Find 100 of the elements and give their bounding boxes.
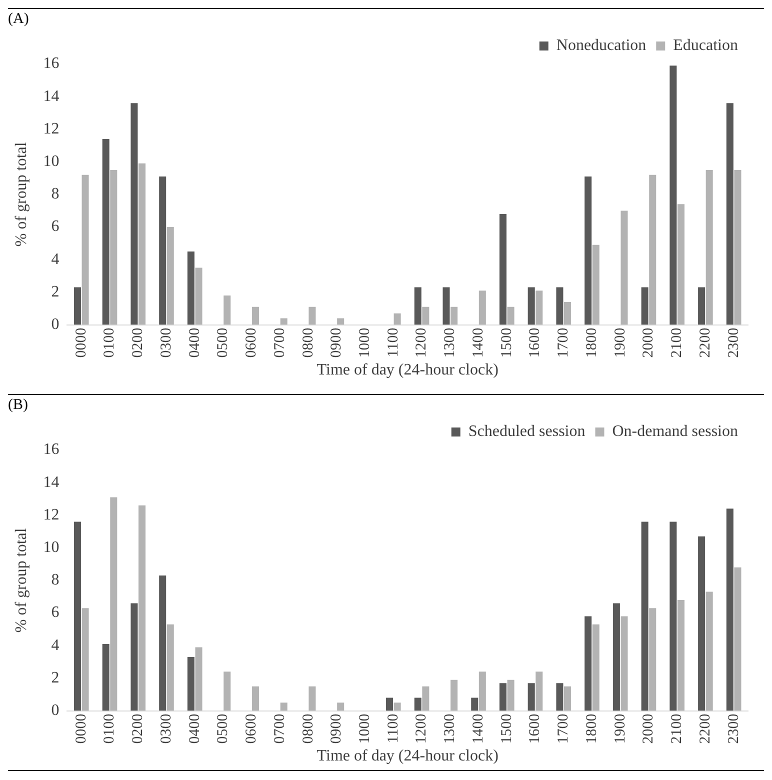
bar: [507, 306, 514, 325]
bar: [74, 522, 81, 711]
x-tick-label: 1600: [527, 714, 544, 744]
x-tick-label: 0500: [215, 328, 232, 358]
bar: [187, 251, 194, 325]
x-tick-label: 1000: [356, 714, 373, 744]
x-tick-label: 0800: [300, 714, 316, 744]
bar: [677, 600, 684, 711]
y-tick-label: 14: [43, 88, 60, 105]
bar: [471, 698, 478, 711]
x-tick-label: 0500: [215, 714, 232, 744]
bar: [592, 624, 600, 711]
bar: [337, 318, 344, 325]
bar: [612, 603, 620, 711]
x-tick-label: 0400: [186, 714, 203, 744]
bar: [478, 672, 486, 711]
bar: [584, 616, 592, 711]
bar: [734, 567, 742, 711]
bar: [734, 170, 742, 325]
bar: [110, 497, 118, 711]
y-tick-label: 8: [51, 572, 60, 589]
x-tick-label: 1200: [414, 328, 430, 358]
bar: [252, 306, 259, 325]
y-tick-label: 10: [43, 153, 60, 170]
x-tick-label: 0700: [272, 714, 288, 744]
bar: [649, 174, 656, 325]
bar: [159, 576, 166, 711]
bar: [698, 287, 706, 325]
x-tick-label: 2200: [697, 328, 714, 358]
x-tick-label: 1300: [442, 714, 458, 744]
x-tick-label: 2300: [726, 714, 742, 744]
bar: [536, 290, 543, 325]
bar: [138, 505, 146, 711]
bar: [528, 683, 535, 711]
y-tick-label: 14: [43, 474, 60, 491]
bar: [592, 244, 600, 325]
x-tick-label: 0200: [130, 714, 146, 744]
bar: [280, 702, 288, 711]
x-tick-label: 1400: [470, 328, 486, 358]
bar: [698, 536, 706, 711]
y-tick-label: 6: [51, 218, 60, 236]
y-tick-label: 2: [51, 283, 60, 300]
bar: [556, 683, 564, 711]
y-tick-label: 0: [51, 316, 60, 334]
bar: [564, 686, 572, 711]
bar: [641, 522, 648, 711]
x-tick-label: 2200: [697, 714, 714, 744]
x-tick-label: 0600: [244, 714, 260, 744]
bar: [670, 522, 677, 711]
y-tick-label: 16: [43, 441, 60, 458]
bar: [102, 138, 110, 325]
bar: [422, 686, 430, 711]
bar: [536, 672, 543, 711]
bar: [195, 647, 202, 711]
x-tick-label: 0300: [158, 328, 174, 358]
text: (A): [8, 11, 30, 28]
bar: [706, 592, 713, 711]
x-tick-label: 0000: [73, 328, 90, 358]
bar: [337, 702, 344, 711]
x-tick-label: 1700: [556, 714, 572, 744]
x-tick-label: 1600: [527, 328, 544, 358]
x-tick-label: 0900: [328, 328, 345, 358]
bar: [670, 66, 677, 325]
x-tick-label: 1700: [556, 328, 572, 358]
bar: [224, 295, 231, 325]
bar: [450, 680, 458, 711]
x-tick-label: 1500: [498, 328, 515, 358]
y-tick-label: 2: [51, 669, 60, 686]
bar: [528, 287, 535, 325]
x-tick-label: 1100: [385, 328, 402, 358]
x-tick-label: 2100: [669, 328, 686, 358]
x-tick-label: 1300: [442, 328, 458, 358]
x-tick-label: 2300: [726, 328, 742, 358]
x-tick-label: 0400: [186, 328, 203, 358]
bar: [110, 170, 118, 325]
y-tick-label: 12: [43, 506, 60, 524]
x-axis-title: Time of day (24-hour clock): [316, 362, 498, 379]
bar: [414, 698, 422, 711]
bar: [82, 174, 89, 325]
bar: [620, 616, 628, 711]
x-tick-label: 0900: [328, 714, 345, 744]
bar: [82, 608, 89, 711]
bar: [422, 306, 430, 325]
y-tick-label: 4: [51, 636, 60, 654]
bar: [308, 306, 316, 325]
y-tick-label: 8: [51, 186, 60, 203]
bar: [584, 176, 592, 325]
bar: [499, 214, 506, 325]
bar: [726, 103, 734, 325]
x-tick-label: 1800: [584, 328, 600, 358]
y-tick-label: 16: [43, 55, 60, 72]
x-tick-label: 1000: [356, 328, 373, 358]
bar: [394, 313, 401, 325]
bar: [130, 103, 138, 325]
y-tick-label: 0: [51, 702, 60, 720]
x-tick-label: 0300: [158, 714, 174, 744]
bar: [414, 287, 422, 325]
x-tick-label: 0600: [244, 328, 260, 358]
bar: [130, 603, 138, 711]
y-tick-label: 12: [43, 120, 60, 138]
